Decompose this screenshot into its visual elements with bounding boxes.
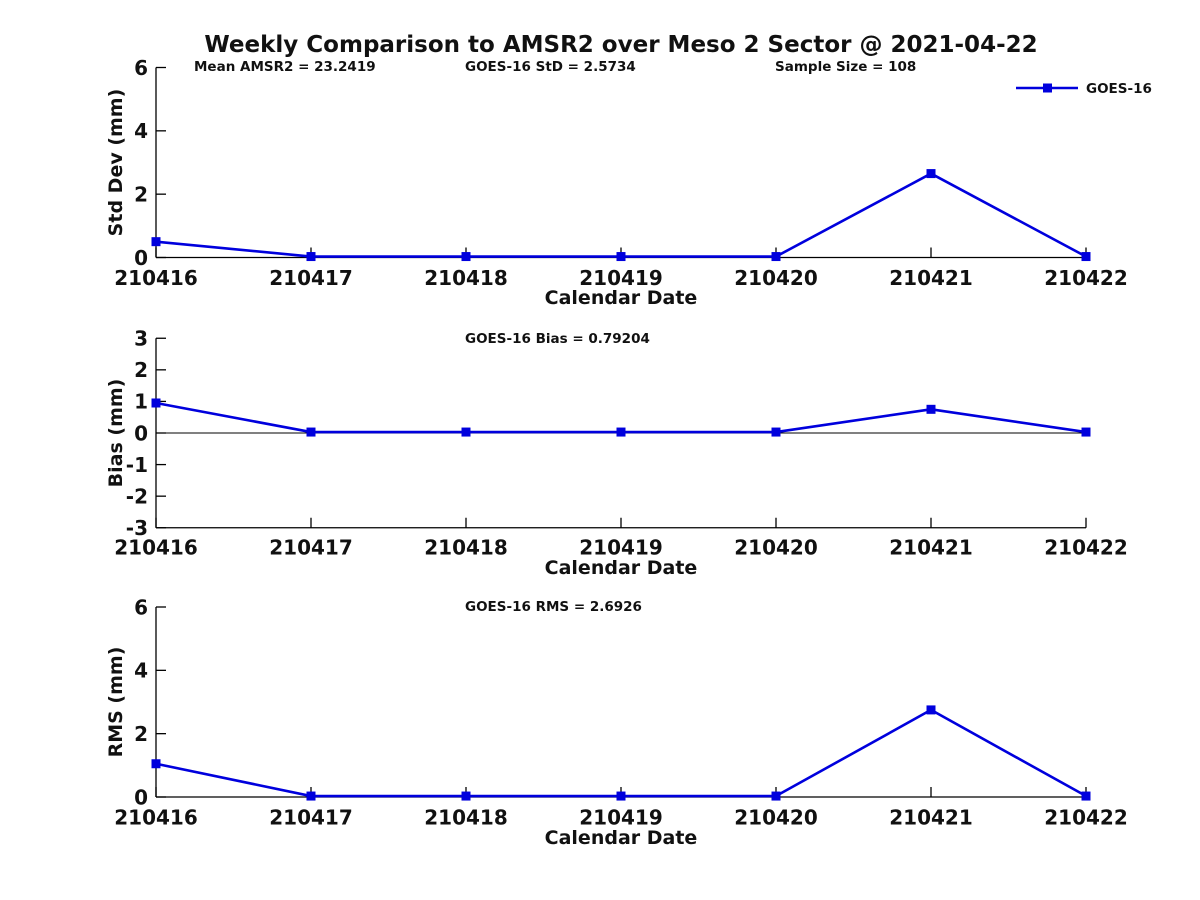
panel-bias: GOES-16 Bias = 0.79204 Bias (mm) Calenda… bbox=[105, 327, 1128, 579]
x-tick-label: 210419 bbox=[579, 536, 663, 560]
x-tick-label: 210420 bbox=[734, 266, 818, 290]
x-tick-label: 210419 bbox=[579, 266, 663, 290]
y-tick-label: 0 bbox=[134, 785, 148, 809]
y-tick-label: -3 bbox=[126, 516, 148, 540]
mean-amsr2-annotation: Mean AMSR2 = 23.2419 bbox=[194, 59, 376, 75]
x-tick-label: 210418 bbox=[424, 806, 508, 830]
x-tick-label: 210417 bbox=[269, 536, 353, 560]
data-point-marker bbox=[926, 404, 936, 414]
std-dev-x-axis-label: Calendar Date bbox=[545, 287, 698, 309]
data-point-marker bbox=[306, 427, 316, 437]
x-tick-label: 210417 bbox=[269, 806, 353, 830]
legend-marker-icon bbox=[1043, 83, 1052, 93]
x-tick-label: 210422 bbox=[1044, 266, 1128, 290]
y-tick-label: 2 bbox=[134, 358, 148, 382]
data-point-marker bbox=[926, 705, 936, 715]
x-tick-label: 210421 bbox=[889, 806, 973, 830]
goes16-rms-annotation: GOES-16 RMS = 2.6926 bbox=[465, 599, 642, 615]
y-tick-label: -2 bbox=[126, 484, 148, 508]
data-point-marker bbox=[461, 791, 471, 801]
y-tick-label: 2 bbox=[134, 722, 148, 746]
x-tick-label: 210422 bbox=[1044, 806, 1128, 830]
data-point-marker bbox=[151, 398, 161, 408]
y-tick-label: 6 bbox=[134, 595, 148, 619]
data-point-marker bbox=[1081, 791, 1091, 801]
x-tick-label: 210416 bbox=[114, 536, 198, 560]
data-point-marker bbox=[616, 791, 626, 801]
figure-title: Weekly Comparison to AMSR2 over Meso 2 S… bbox=[204, 32, 1037, 58]
x-tick-label: 210418 bbox=[424, 266, 508, 290]
x-tick-label: 210420 bbox=[734, 536, 818, 560]
x-tick-label: 210421 bbox=[889, 266, 973, 290]
x-tick-label: 210416 bbox=[114, 806, 198, 830]
data-point-marker bbox=[306, 252, 316, 262]
y-tick-label: 3 bbox=[134, 327, 148, 351]
data-point-marker bbox=[771, 252, 781, 262]
x-tick-label: 210416 bbox=[114, 266, 198, 290]
bias-x-axis-label: Calendar Date bbox=[545, 557, 698, 579]
data-point-marker bbox=[151, 759, 161, 769]
std-dev-y-axis-label: Std Dev (mm) bbox=[105, 89, 127, 237]
goes16-bias-annotation: GOES-16 Bias = 0.79204 bbox=[465, 331, 650, 347]
x-tick-label: 210422 bbox=[1044, 536, 1128, 560]
panel-std-dev: Std Dev (mm) Calendar Date 0 2 4 6 210416 210… bbox=[105, 56, 1128, 309]
data-point-marker bbox=[151, 237, 161, 247]
legend: GOES-16 bbox=[1016, 81, 1152, 97]
x-tick-label: 210418 bbox=[424, 536, 508, 560]
x-tick-label: 210419 bbox=[579, 806, 663, 830]
sample-size-annotation: Sample Size = 108 bbox=[775, 59, 916, 75]
goes16-std-annotation: GOES-16 StD = 2.5734 bbox=[465, 59, 636, 75]
rms-axes: 0 2 4 6 210416 210417 210418 210419 210420 210421… bbox=[114, 595, 1128, 829]
x-tick-label: 210417 bbox=[269, 266, 353, 290]
rms-x-axis-label: Calendar Date bbox=[545, 827, 698, 849]
data-point-marker bbox=[771, 791, 781, 801]
y-tick-label: 4 bbox=[134, 119, 148, 143]
std-dev-axes: 0 2 4 6 210416 210417 210418 210419 210420 210421… bbox=[114, 56, 1128, 290]
data-point-marker bbox=[926, 169, 936, 179]
data-point-marker bbox=[306, 791, 316, 801]
y-tick-label: 6 bbox=[134, 56, 148, 80]
y-tick-label: 4 bbox=[134, 659, 148, 683]
data-point-marker bbox=[616, 252, 626, 262]
data-point-marker bbox=[616, 427, 626, 437]
data-point-marker bbox=[771, 427, 781, 437]
data-point-marker bbox=[461, 427, 471, 437]
data-point-marker bbox=[1081, 427, 1091, 437]
y-tick-label: 0 bbox=[134, 246, 148, 270]
bias-y-axis-label: Bias (mm) bbox=[105, 379, 127, 488]
x-tick-label: 210420 bbox=[734, 806, 818, 830]
y-tick-label: 1 bbox=[134, 390, 148, 414]
x-tick-label: 210421 bbox=[889, 536, 973, 560]
bias-axes: -3 -2 -1 0 1 2 3 210416 210417 210418 210419 210420… bbox=[114, 327, 1128, 560]
y-tick-label: -1 bbox=[126, 453, 148, 477]
rms-y-axis-label: RMS (mm) bbox=[105, 647, 127, 758]
legend-label: GOES-16 bbox=[1086, 81, 1152, 97]
data-point-marker bbox=[1081, 252, 1091, 262]
y-tick-label: 2 bbox=[134, 182, 148, 206]
y-tick-label: 0 bbox=[134, 421, 148, 445]
data-point-marker bbox=[461, 252, 471, 262]
panel-rms: GOES-16 RMS = 2.6926 RMS (mm) Calendar D… bbox=[105, 595, 1128, 849]
